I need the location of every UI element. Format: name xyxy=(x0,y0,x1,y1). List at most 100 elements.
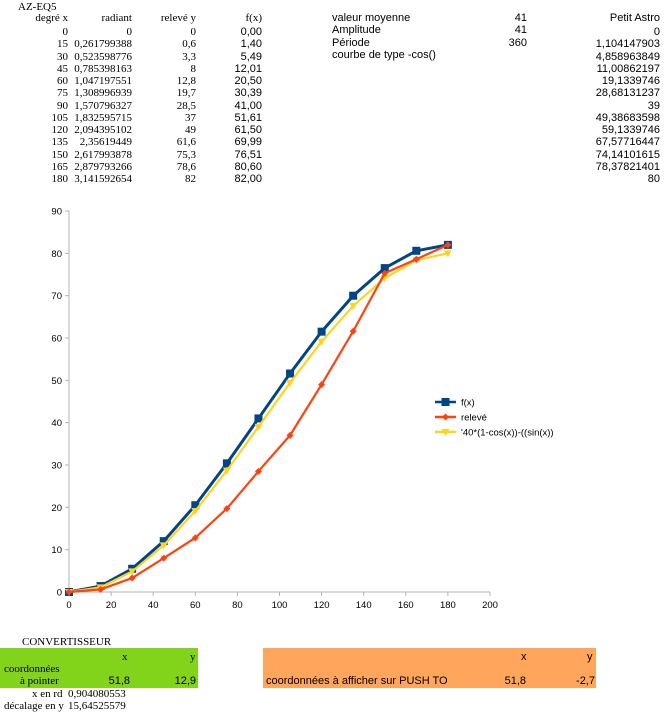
releve-cell[interactable]: 78,6 xyxy=(176,160,196,173)
petit-astro-cell[interactable]: 19,1339746 xyxy=(601,75,660,87)
fx-cell[interactable]: 30,39 xyxy=(234,87,262,100)
degre-cell[interactable]: 60 xyxy=(57,75,68,87)
radiant-cell[interactable]: 2,617993878 xyxy=(74,148,132,161)
x-tick-label: 200 xyxy=(482,600,498,611)
petit-astro-cell[interactable]: 49,38683598 xyxy=(595,111,660,124)
degre-cell[interactable]: 150 xyxy=(51,148,69,161)
releve-cell[interactable]: 82 xyxy=(185,173,196,185)
converter-y-input[interactable]: 12,9 xyxy=(174,675,196,687)
param-value[interactable]: 41 xyxy=(514,24,527,37)
point-f-x xyxy=(317,327,326,336)
header-radiant: radiant xyxy=(101,12,132,24)
y-tick-label: 30 xyxy=(51,461,62,472)
point-f-x xyxy=(254,414,263,423)
radiant-cell[interactable]: 0,523598776 xyxy=(74,50,132,63)
fx-cell[interactable]: 80,60 xyxy=(234,160,262,173)
degre-cell[interactable]: 75 xyxy=(57,87,68,100)
petit-astro-cell[interactable]: 11,00862197 xyxy=(596,62,660,75)
fx-cell[interactable]: 20,50 xyxy=(234,75,262,87)
fx-cell[interactable]: 5,49 xyxy=(240,50,262,63)
y-tick-label: 60 xyxy=(51,334,62,345)
degre-cell[interactable]: 135 xyxy=(51,136,69,149)
radiant-cell[interactable]: 1,308996939 xyxy=(74,87,132,100)
radiant-cell[interactable]: 1,570796327 xyxy=(74,99,132,112)
param-value[interactable]: 360 xyxy=(508,36,527,49)
decalage-y-value: 15,64525579 xyxy=(68,700,126,712)
degre-cell[interactable]: 165 xyxy=(51,160,69,173)
fx-cell[interactable]: 51,61 xyxy=(234,111,262,124)
x-tick-label: 100 xyxy=(272,600,288,611)
radiant-cell[interactable]: 2,879793266 xyxy=(74,160,132,173)
radiant-cell[interactable]: 1,832595715 xyxy=(74,111,132,124)
releve-cell[interactable]: 49 xyxy=(185,124,196,136)
petit-astro-cell[interactable]: 67,57716447 xyxy=(595,136,660,149)
radiant-cell[interactable]: 2,094395102 xyxy=(74,124,132,136)
releve-cell[interactable]: 61,6 xyxy=(176,136,196,149)
releve-cell[interactable]: 0 xyxy=(190,26,197,38)
fx-cell[interactable]: 76,51 xyxy=(234,148,262,161)
param-value[interactable]: 41 xyxy=(514,12,527,24)
x-tick-label: 0 xyxy=(66,600,71,611)
point-f-x xyxy=(349,291,358,300)
petit-astro-cell[interactable]: 4,858963849 xyxy=(595,50,660,63)
petit-astro-cell[interactable]: 28,68131237 xyxy=(595,87,660,100)
degre-cell[interactable]: 90 xyxy=(57,99,68,112)
radiant-cell[interactable]: 3,141592654 xyxy=(74,173,132,185)
releve-cell[interactable]: 28,5 xyxy=(176,99,196,112)
releve-cell[interactable]: 12,8 xyxy=(176,75,196,87)
petit-astro-cell[interactable]: 74,14101615 xyxy=(595,148,660,161)
fx-cell[interactable]: 41,00 xyxy=(234,99,262,112)
degre-cell[interactable]: 120 xyxy=(51,124,69,136)
petit-astro-cell[interactable]: 80 xyxy=(647,173,660,185)
releve-cell[interactable]: 75,3 xyxy=(176,148,196,161)
releve-cell[interactable]: 0,6 xyxy=(182,38,196,51)
fx-cell[interactable]: 0,00 xyxy=(240,26,262,38)
radiant-cell[interactable]: 0 xyxy=(126,26,133,38)
header-fx: f(x) xyxy=(245,12,263,24)
header-degre: degré x xyxy=(35,12,68,24)
fx-cell[interactable]: 69,99 xyxy=(234,136,262,149)
point-40-1-cos-x-sin-x xyxy=(128,568,137,576)
radiant-cell[interactable]: 0,261799388 xyxy=(74,38,132,51)
fx-cell[interactable]: 82,00 xyxy=(234,173,262,185)
push-to-y-value: -2,7 xyxy=(576,675,595,687)
releve-cell[interactable]: 19,7 xyxy=(176,87,196,100)
radiant-cell[interactable]: 2,35619449 xyxy=(79,136,132,149)
push-to-panel xyxy=(263,648,596,688)
x-tick-label: 140 xyxy=(356,600,372,611)
point-relev xyxy=(286,431,294,439)
degre-cell[interactable]: 45 xyxy=(57,62,68,75)
petit-astro-cell[interactable]: 0 xyxy=(653,26,660,38)
converter-x-input[interactable]: 51,8 xyxy=(108,675,130,687)
point-relev xyxy=(444,241,452,249)
radiant-cell[interactable]: 0,785398163 xyxy=(74,62,132,75)
sheet-title: AZ-EQ5 xyxy=(18,1,57,13)
point-40-1-cos-x-sin-x xyxy=(317,338,326,346)
petit-astro-cell[interactable]: 59,1339746 xyxy=(601,124,660,136)
converter-col-y: y xyxy=(190,651,196,663)
param-value[interactable] xyxy=(480,49,527,62)
point-relev xyxy=(97,585,105,593)
releve-cell[interactable]: 37 xyxy=(185,111,196,124)
y-tick-label: 40 xyxy=(51,418,62,429)
degre-cell[interactable]: 105 xyxy=(51,111,69,124)
petit-astro-cell[interactable]: 39 xyxy=(647,99,660,112)
point-40-1-cos-x-sin-x xyxy=(286,379,295,387)
fx-cell[interactable]: 12,01 xyxy=(234,62,262,75)
point-f-x xyxy=(191,501,200,510)
degre-cell[interactable]: 0 xyxy=(62,26,69,38)
petit-astro-cell[interactable]: 78,37821401 xyxy=(595,160,660,173)
push-to-label: coordonnées à afficher sur PUSH TO xyxy=(266,675,448,687)
radiant-cell[interactable]: 1,047197551 xyxy=(74,75,132,87)
degre-cell[interactable]: 30 xyxy=(57,50,68,63)
releve-cell[interactable]: 8 xyxy=(190,62,197,75)
fx-cell[interactable]: 61,50 xyxy=(234,124,262,136)
fx-cell[interactable]: 1,40 xyxy=(240,38,262,51)
y-tick-label: 10 xyxy=(51,545,62,556)
param-label: Amplitude xyxy=(332,24,381,37)
degre-cell[interactable]: 180 xyxy=(51,173,69,185)
releve-cell[interactable]: 3,3 xyxy=(182,50,196,63)
petit-astro-cell[interactable]: 1,104147903 xyxy=(595,38,660,51)
converter-title: CONVERTISSEUR xyxy=(22,636,112,648)
degre-cell[interactable]: 15 xyxy=(57,38,68,51)
